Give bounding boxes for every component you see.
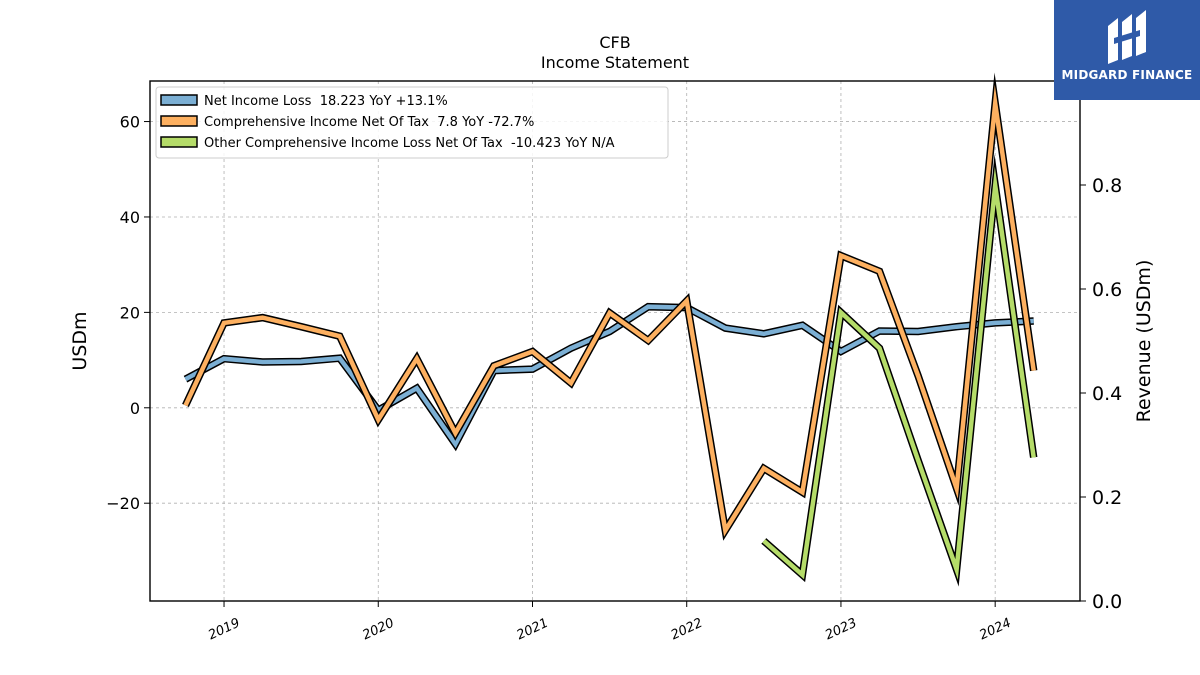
legend: Net Income Loss 18.223 YoY +13.1% Compreh… xyxy=(155,86,669,159)
brand-name: MIDGARD FINANCE xyxy=(1061,68,1193,82)
x-axis: 2019 2020 2021 2022 2023 2024 xyxy=(206,601,1014,644)
x-tick-label: 2024 xyxy=(977,616,1013,644)
right-y-tick-label: 0.2 xyxy=(1092,487,1122,509)
y-tick-label: 20 xyxy=(120,303,140,322)
left-y-axis: −20 0 20 40 60 xyxy=(106,113,150,513)
chart-title: CFB xyxy=(599,33,630,52)
midgard-logo-icon xyxy=(1108,10,1146,64)
x-tick-label: 2020 xyxy=(360,616,396,644)
chart-subtitle: Income Statement xyxy=(541,53,689,72)
series-3-line xyxy=(762,166,1036,580)
legend-box xyxy=(155,86,669,159)
legend-swatch xyxy=(160,115,198,127)
series-1-line xyxy=(184,304,1034,449)
legend-swatch xyxy=(160,136,198,148)
plot-series xyxy=(182,72,1038,587)
right-y-tick-label: 0.8 xyxy=(1092,175,1122,197)
legend-label: Other Comprehensive Income Loss Net Of T… xyxy=(204,136,615,151)
y-tick-label: −20 xyxy=(106,494,140,513)
legend-label: Comprehensive Income Net Of Tax 7.8 YoY … xyxy=(204,115,534,130)
right-y-tick-label: 0.6 xyxy=(1092,279,1122,301)
plot-frame xyxy=(149,80,1081,602)
y-tick-label: 40 xyxy=(120,208,140,227)
x-tick-label: 2022 xyxy=(669,616,705,644)
x-tick-label: 2023 xyxy=(823,616,859,644)
brand-logo: MIDGARD FINANCE xyxy=(1054,0,1200,100)
right-y-tick-label: 0.0 xyxy=(1092,591,1122,613)
legend-swatch xyxy=(160,94,198,106)
legend-label: Net Income Loss 18.223 YoY +13.1% xyxy=(204,94,448,109)
x-tick-label: 2021 xyxy=(515,616,551,644)
right-y-axis: 0.0 0.2 0.4 0.6 0.8 xyxy=(1080,175,1122,613)
series-3-outline xyxy=(761,154,1038,587)
y-tick-label: 0 xyxy=(130,399,140,418)
y-tick-label: 60 xyxy=(120,113,140,132)
right-y-axis-label: Revenue (USDm) xyxy=(1133,260,1155,423)
x-tick-label: 2019 xyxy=(206,616,242,644)
y-axis-label: USDm xyxy=(69,311,91,370)
series-2-line xyxy=(183,84,1036,537)
right-y-tick-label: 0.4 xyxy=(1092,383,1122,405)
